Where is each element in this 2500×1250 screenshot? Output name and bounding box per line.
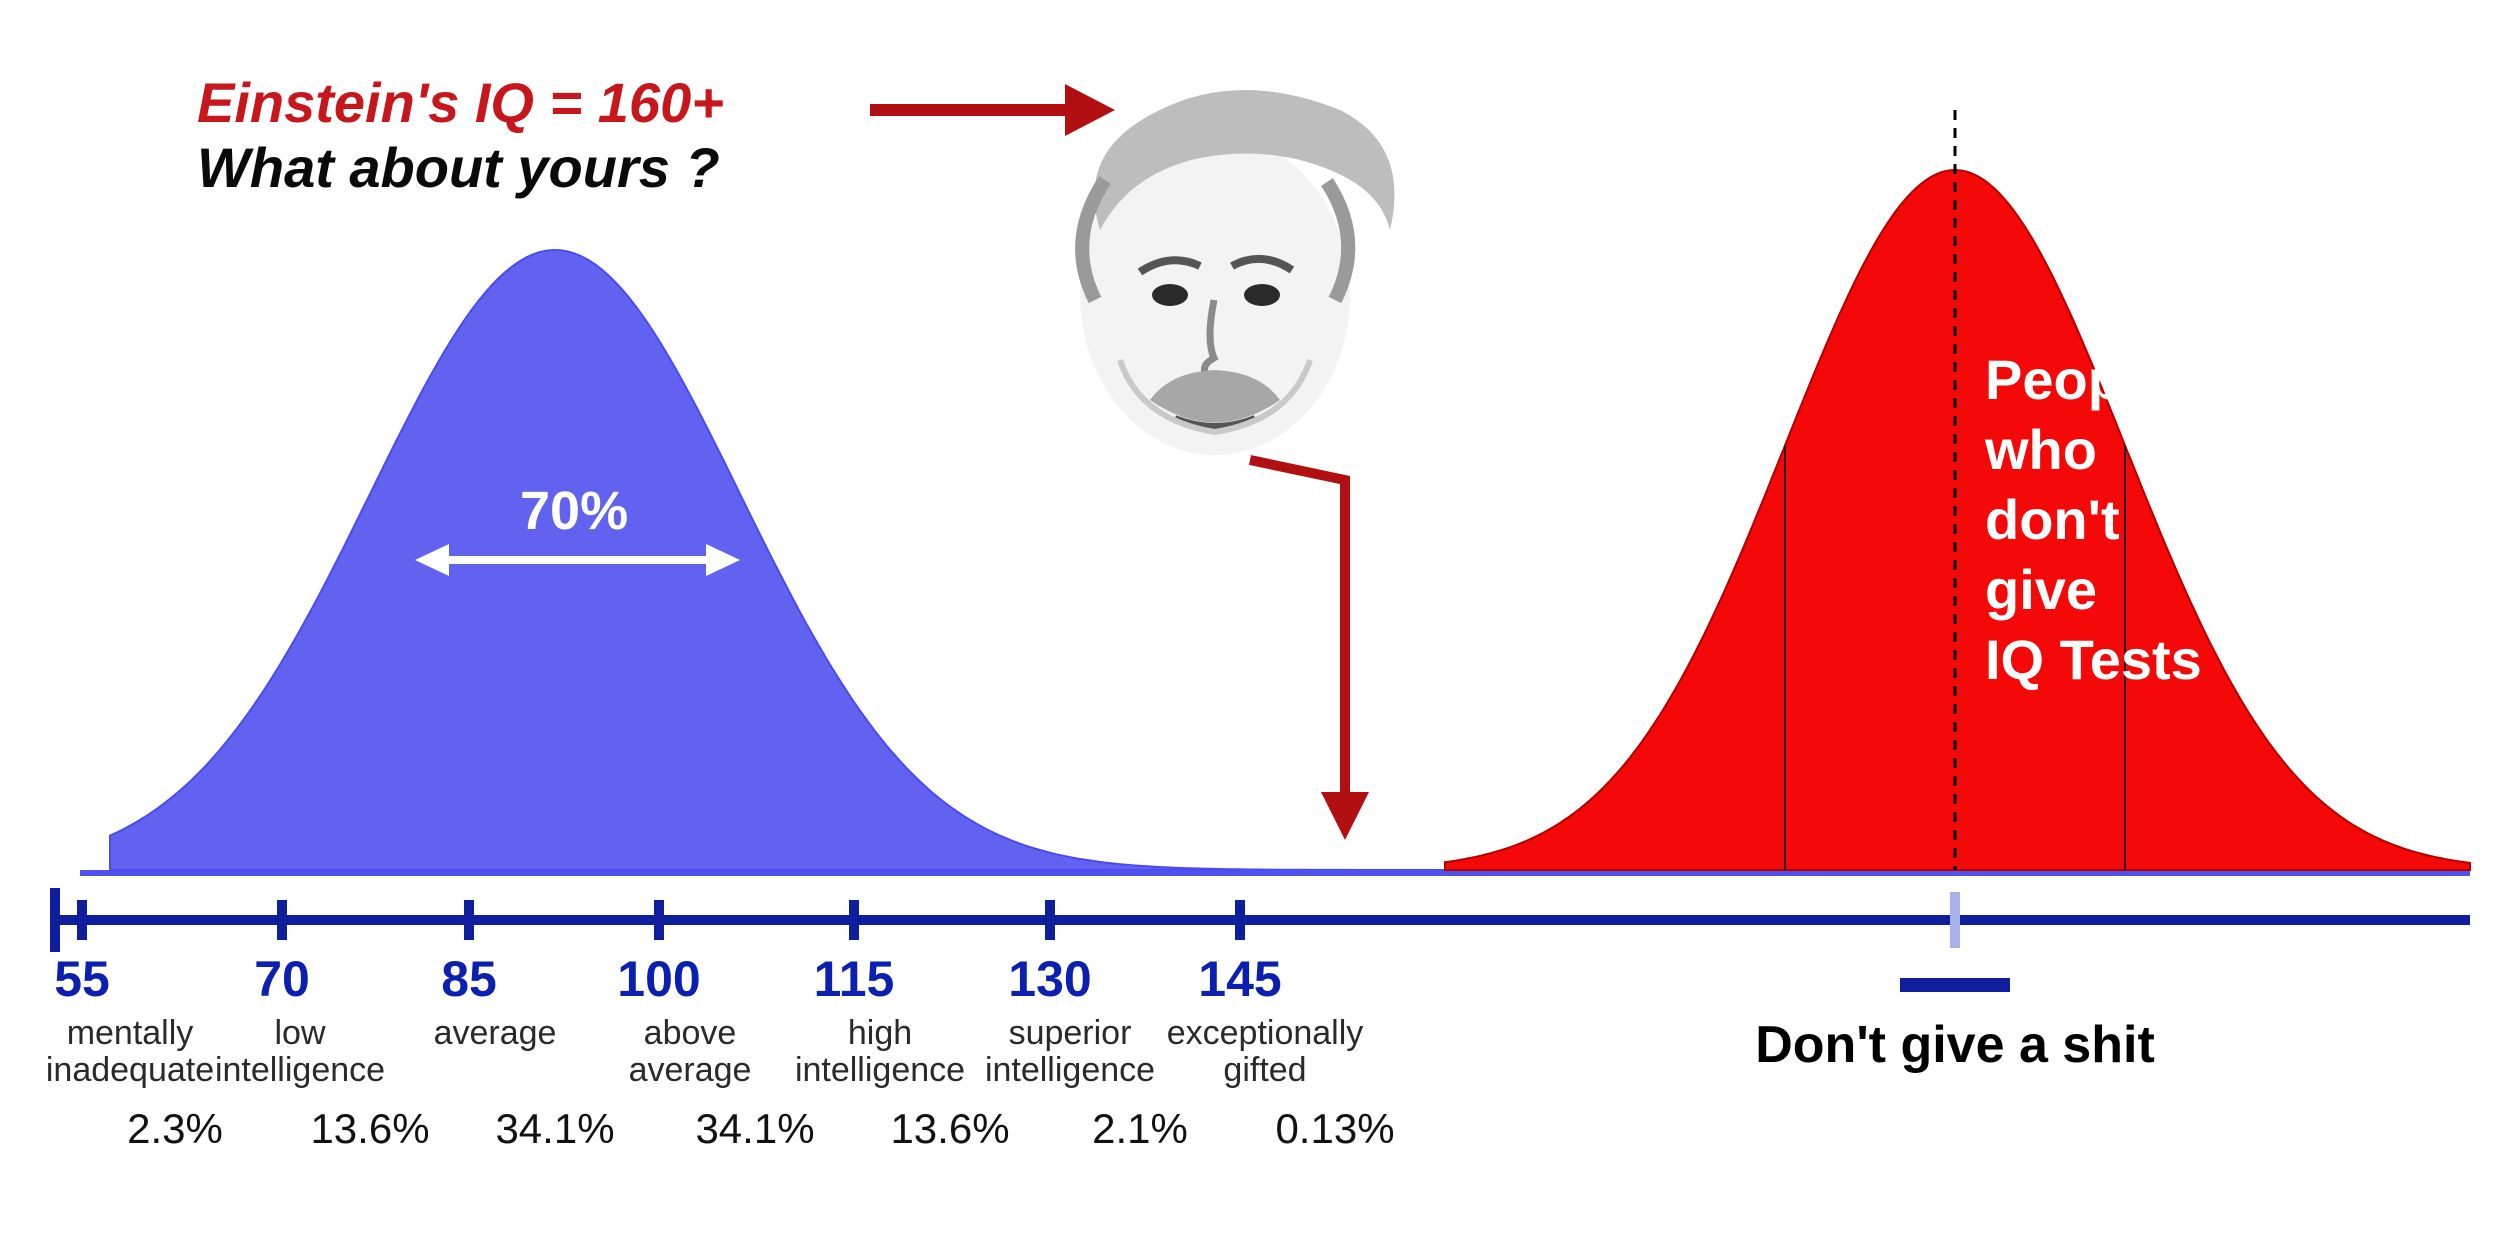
x-axis-tick-label: 55: [54, 950, 110, 1008]
einstein-down-arrow: [1250, 460, 1369, 840]
red-text-line-4: IQ Tests: [1985, 625, 2202, 695]
x-axis-tick-label: 115: [814, 950, 895, 1008]
x-axis-tick-label: 100: [617, 950, 700, 1008]
category-label: average: [385, 1015, 605, 1052]
title-arrow-to-einstein: [870, 84, 1115, 136]
title-einstein-iq: Einstein's IQ = 160+: [197, 70, 724, 135]
percent-label: 0.13%: [1275, 1105, 1394, 1153]
red-text-line-3: give: [1985, 555, 2202, 625]
category-label: superiorintelligence: [960, 1015, 1180, 1090]
category-label: highintelligence: [770, 1015, 990, 1090]
chart-stage: Einstein's IQ = 160+ What about yours ? …: [0, 0, 2500, 1250]
x-axis-tick-label: 85: [441, 950, 497, 1008]
title-question: What about yours ?: [197, 135, 720, 200]
red-bell-curve: [1445, 170, 2470, 870]
red-text-line-1: who: [1985, 415, 2202, 485]
x-axis-tick-label: 145: [1198, 950, 1281, 1008]
percent-label: 2.1%: [1092, 1105, 1188, 1153]
red-curve-text: People who don't give IQ Tests: [1985, 345, 2202, 695]
percent-label: 34.1%: [695, 1105, 814, 1153]
red-text-line-2: don't: [1985, 485, 2202, 555]
einstein-head-icon: [1080, 90, 1394, 455]
percent-label: 13.6%: [890, 1105, 1009, 1153]
percent-label: 2.3%: [127, 1105, 223, 1153]
x-axis-tick-label: 130: [1008, 950, 1091, 1008]
blue-curve-70pct-label: 70%: [520, 480, 628, 542]
category-label: aboveaverage: [580, 1015, 800, 1090]
category-label: exceptionallygifted: [1155, 1015, 1375, 1090]
red-text-line-0: People: [1985, 345, 2202, 415]
percent-label: 13.6%: [310, 1105, 429, 1153]
x-axis-tick-label: 70: [254, 950, 310, 1008]
right-axis-label: Don't give a shit: [1755, 1015, 2155, 1075]
percent-label: 34.1%: [495, 1105, 614, 1153]
category-label: lowintelligence: [190, 1015, 410, 1090]
